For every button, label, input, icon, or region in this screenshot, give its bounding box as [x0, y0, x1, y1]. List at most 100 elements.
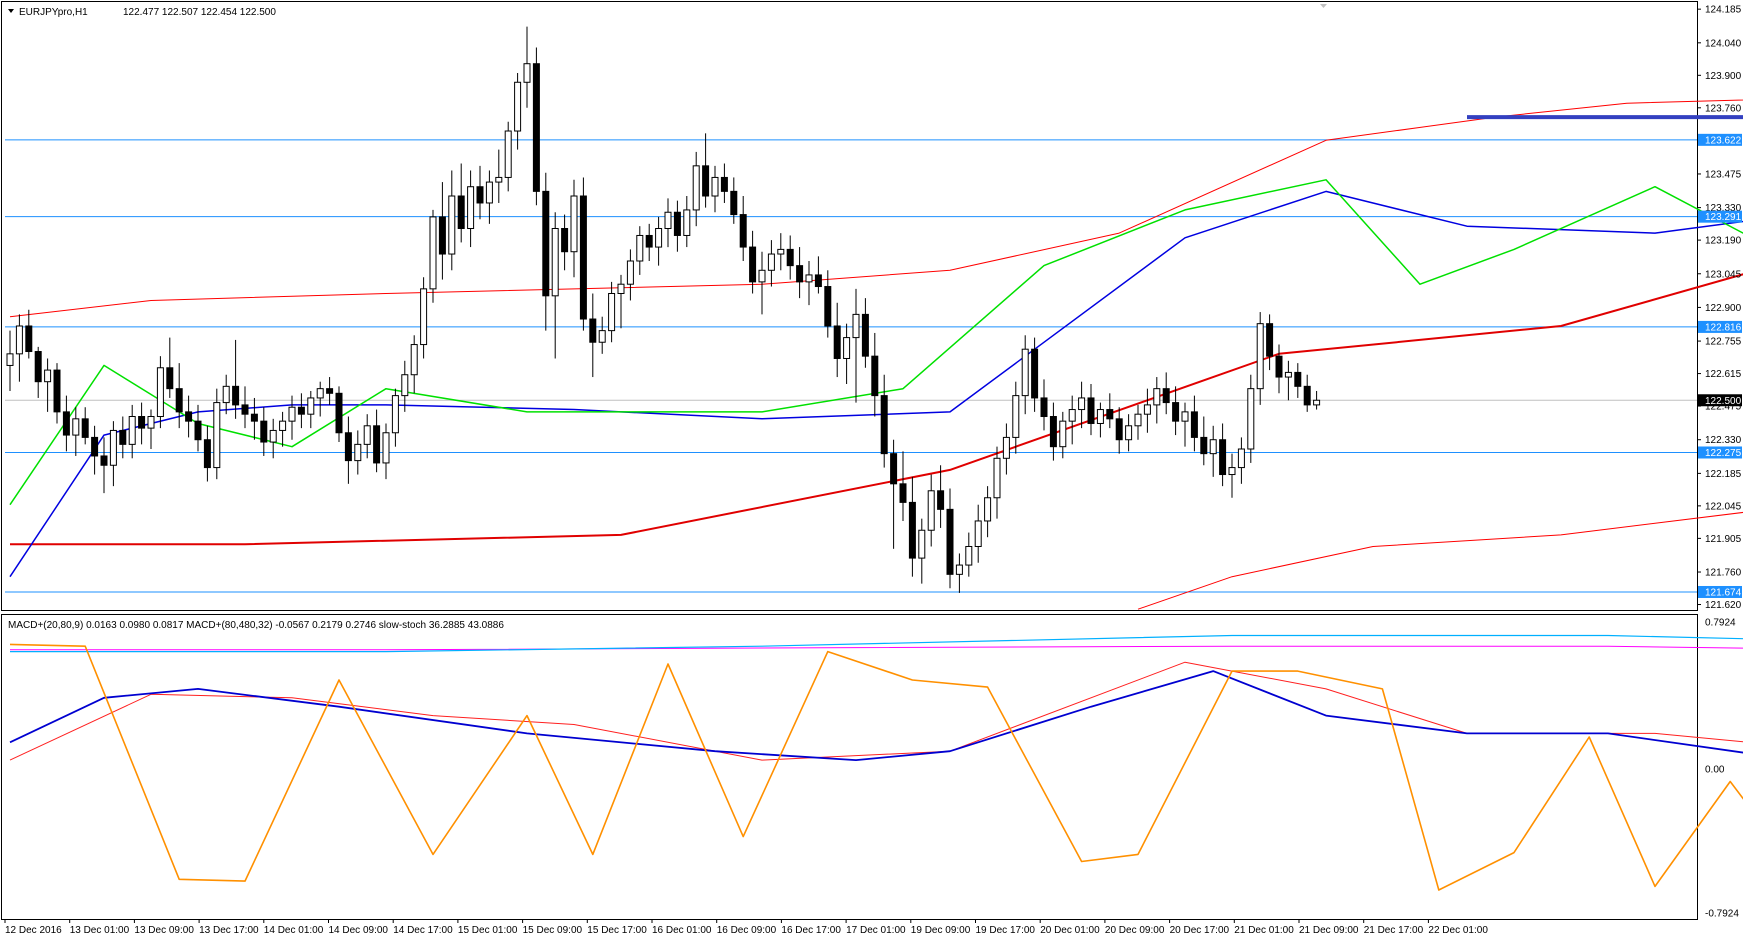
drawn-annotations — [1467, 115, 1743, 120]
time-axis-label: 15 Dec 09:00 — [523, 925, 583, 936]
candle — [1190, 395, 1198, 452]
candle — [109, 421, 117, 487]
time-axis-label: 20 Dec 01:00 — [1040, 925, 1100, 936]
candle — [241, 386, 249, 429]
candle — [843, 323, 851, 385]
candle — [664, 198, 672, 248]
candle — [880, 374, 888, 468]
candle — [523, 26, 531, 108]
time-axis-label: 13 Dec 01:00 — [70, 925, 130, 936]
candle — [6, 330, 14, 391]
candle — [100, 437, 108, 494]
level-tag — [1698, 320, 1742, 333]
price-scale-label: 122.045 — [1705, 501, 1742, 512]
time-axis-label: 13 Dec 17:00 — [199, 925, 259, 936]
candle — [692, 151, 700, 227]
candle — [1284, 360, 1292, 401]
candle — [1115, 407, 1123, 454]
price-scale-label: 124.185 — [1705, 5, 1742, 16]
time-axis-label: 13 Dec 09:00 — [134, 925, 194, 936]
level-tag — [1698, 446, 1742, 459]
candle — [166, 337, 174, 398]
candle — [551, 212, 559, 359]
candle — [326, 377, 334, 405]
time-axis-label: 21 Dec 01:00 — [1234, 925, 1294, 936]
candle — [307, 390, 315, 429]
current-price-tag — [1698, 394, 1742, 407]
candle — [1031, 337, 1039, 412]
candle — [138, 402, 146, 445]
candle — [786, 235, 794, 280]
window-menu-icon[interactable] — [8, 9, 14, 13]
level-tag-label: 122.275 — [1705, 448, 1742, 459]
oscillator-lines — [9, 634, 1743, 891]
candle — [420, 277, 428, 359]
candle — [974, 504, 982, 563]
candle — [382, 423, 390, 480]
oscillator-line-3 — [9, 670, 1743, 761]
candle — [128, 404, 136, 459]
candle — [1181, 402, 1189, 447]
candle — [814, 256, 822, 294]
candle — [62, 395, 70, 452]
candle — [796, 247, 804, 299]
candle — [1266, 314, 1274, 371]
candle — [890, 439, 898, 549]
candle — [1219, 423, 1227, 487]
candle — [1153, 377, 1161, 424]
candle — [467, 170, 475, 248]
price-panel[interactable] — [1, 1, 1698, 611]
candle — [861, 298, 869, 368]
candle — [720, 163, 728, 203]
candle — [617, 274, 625, 329]
time-axis-label: 14 Dec 09:00 — [329, 925, 389, 936]
candle — [203, 425, 211, 482]
candle — [824, 270, 832, 338]
candle — [485, 170, 493, 224]
price-scale-label: 122.900 — [1705, 303, 1742, 314]
horizontal-levels — [5, 139, 1697, 593]
level-tag-label: 121.674 — [1705, 587, 1742, 598]
price-scale-label: 121.905 — [1705, 534, 1742, 545]
candle — [955, 553, 963, 593]
overlay-line-4 — [9, 179, 1743, 506]
ohlc-header: 122.477 122.507 122.454 122.500 — [123, 7, 276, 18]
time-axis: 12 Dec 2016 13 Dec 01:00 13 Dec 09:00 13 De… — [4, 919, 1488, 936]
candle — [260, 407, 268, 456]
candle — [250, 397, 258, 440]
time-axis-label: 21 Dec 17:00 — [1364, 925, 1424, 936]
candle — [391, 388, 399, 447]
candle — [279, 411, 287, 447]
candle — [1078, 381, 1086, 429]
scroll-marker-icon[interactable] — [1320, 4, 1327, 8]
candle — [25, 309, 33, 359]
candle — [805, 260, 813, 306]
price-scale-label: 123.475 — [1705, 169, 1742, 180]
candle — [457, 163, 465, 243]
candle — [608, 281, 616, 343]
candle — [542, 172, 550, 331]
candle — [213, 388, 221, 480]
candle — [598, 316, 606, 354]
candle — [1021, 335, 1029, 415]
level-tag — [1698, 210, 1742, 223]
candle — [297, 393, 305, 429]
candle — [1012, 381, 1020, 454]
candle — [589, 293, 597, 378]
candle — [852, 288, 860, 403]
price-scale-label: 122.755 — [1705, 337, 1742, 348]
candle — [185, 395, 193, 438]
time-axis-label: 16 Dec 09:00 — [717, 925, 777, 936]
candle — [495, 149, 503, 203]
time-axis-label: 14 Dec 17:00 — [393, 925, 453, 936]
candle — [702, 133, 710, 208]
oscillator-panel[interactable] — [1, 614, 1698, 920]
oscillator-scale-label: 0.00 — [1705, 765, 1725, 776]
candle — [44, 358, 52, 412]
time-axis-label: 16 Dec 01:00 — [652, 925, 712, 936]
candle — [730, 177, 738, 224]
candle — [767, 240, 775, 287]
candle — [1172, 386, 1180, 436]
candle — [344, 416, 352, 484]
oscillator-scale-label: 0.7924 — [1705, 618, 1736, 629]
